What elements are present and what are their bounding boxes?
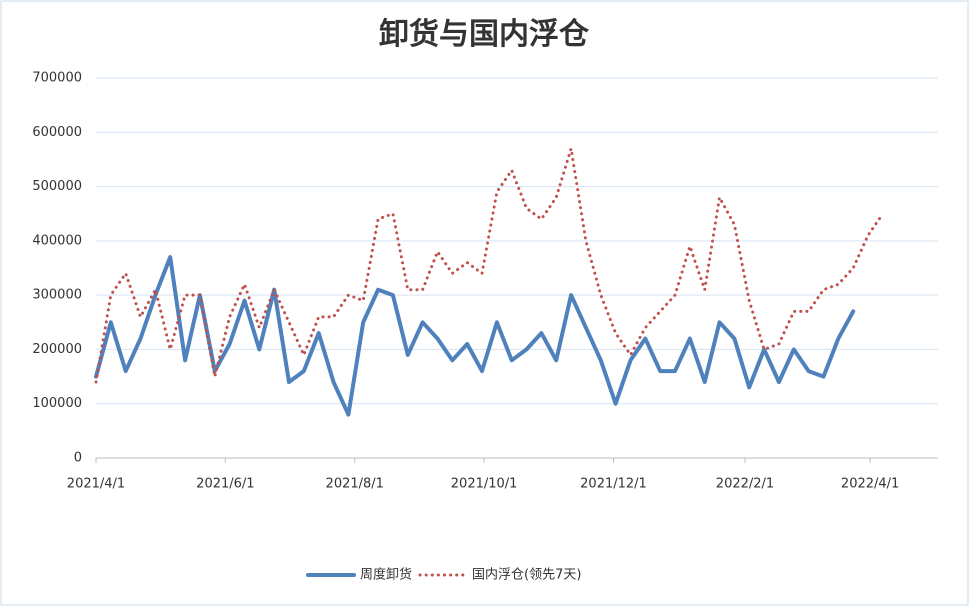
x-tick-label: 2021/12/1 — [580, 477, 647, 492]
y-tick-label: 500000 — [32, 179, 82, 194]
y-tick-label: 600000 — [32, 125, 82, 140]
y-tick-label: 100000 — [32, 396, 82, 411]
x-tick-label: 2021/10/1 — [451, 477, 518, 492]
x-tick-label: 2021/4/1 — [67, 477, 125, 492]
x-tick-label: 2022/4/1 — [841, 477, 899, 492]
y-tick-label: 0 — [74, 451, 82, 466]
y-tick-label: 200000 — [32, 342, 82, 357]
y-tick-label: 400000 — [32, 233, 82, 248]
x-tick-label: 2021/6/1 — [196, 477, 254, 492]
legend-label: 国内浮仓(领先7天) — [472, 567, 581, 583]
y-tick-label: 700000 — [32, 71, 82, 86]
series-line — [94, 255, 856, 417]
legend-label: 周度卸货 — [360, 567, 412, 583]
series-line — [94, 147, 885, 384]
y-tick-label: 300000 — [32, 288, 82, 303]
x-tick-label: 2021/8/1 — [326, 477, 384, 492]
x-tick-label: 2022/2/1 — [716, 477, 774, 492]
chart-title: 卸货与国内浮仓 — [379, 17, 590, 52]
